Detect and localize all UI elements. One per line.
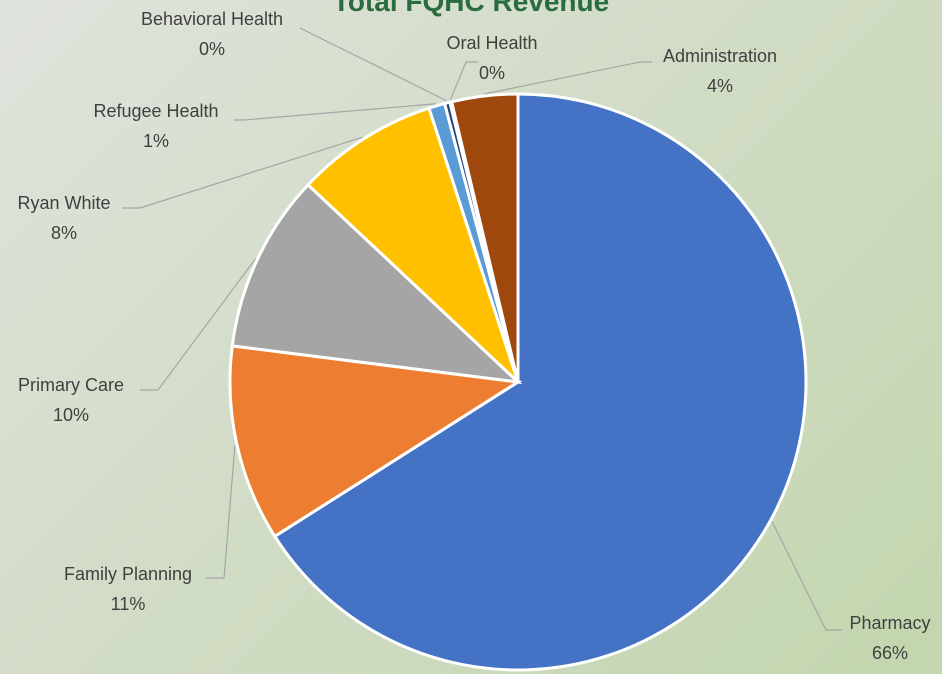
slice-percent-refugee-health: 1% xyxy=(142,131,169,151)
leader-line-primary-care xyxy=(140,258,257,391)
data-label-administration: Administration 4% xyxy=(663,41,777,101)
data-label-ryan-white: Ryan White 8% xyxy=(17,188,110,248)
slice-name-oral-health: Oral Health xyxy=(446,33,538,53)
data-label-behavioral-health: Behavioral Health 0% xyxy=(141,4,283,64)
slice-name-family-planning: Family Planning xyxy=(63,564,193,584)
data-label-pharmacy: Pharmacy 66% xyxy=(849,608,930,668)
leader-line-pharmacy xyxy=(771,521,842,631)
data-label-refugee-health: Refugee Health 1% xyxy=(93,96,218,156)
slice-name-behavioral-health: Behavioral Health xyxy=(140,9,284,29)
pie-slice-administration xyxy=(449,92,520,383)
data-label-primary-care: Primary Care 10% xyxy=(18,370,124,430)
slice-percent-family-planning: 11% xyxy=(110,594,146,614)
pie-slice-pharmacy xyxy=(272,92,808,672)
slice-name-ryan-white: Ryan White xyxy=(17,193,111,213)
pie-slice-primary-care xyxy=(230,182,523,385)
leader-line-family-planning xyxy=(206,445,236,579)
slice-name-administration: Administration xyxy=(662,46,778,66)
pie-slices xyxy=(228,92,808,672)
slice-name-primary-care: Primary Care xyxy=(17,375,125,395)
pie-slice-ryan-white xyxy=(305,106,520,384)
data-label-family-planning: Family Planning 11% xyxy=(64,559,192,619)
leader-line-oral-health xyxy=(449,61,478,101)
slice-percent-administration: 4% xyxy=(706,76,734,96)
slice-percent-ryan-white: 8% xyxy=(50,223,78,243)
leader-line-behavioral-health xyxy=(299,27,448,102)
slice-percent-oral-health: 0% xyxy=(478,63,506,83)
slice-name-refugee-health: Refugee Health xyxy=(93,101,219,121)
leader-line-administration xyxy=(484,61,652,95)
pie-slice-family-planning xyxy=(228,344,523,539)
leader-lines xyxy=(122,27,842,631)
leader-line-refugee-health xyxy=(234,103,437,121)
leader-line-ryan-white xyxy=(122,136,363,209)
chart-title: Total FQHC Revenue xyxy=(332,0,610,17)
slice-name-pharmacy: Pharmacy xyxy=(849,613,931,633)
slice-percent-primary-care: 10% xyxy=(52,405,90,425)
slice-percent-pharmacy: 66% xyxy=(871,643,909,663)
slice-percent-behavioral-health: 0% xyxy=(198,39,225,59)
data-label-oral-health: Oral Health 0% xyxy=(446,28,537,88)
